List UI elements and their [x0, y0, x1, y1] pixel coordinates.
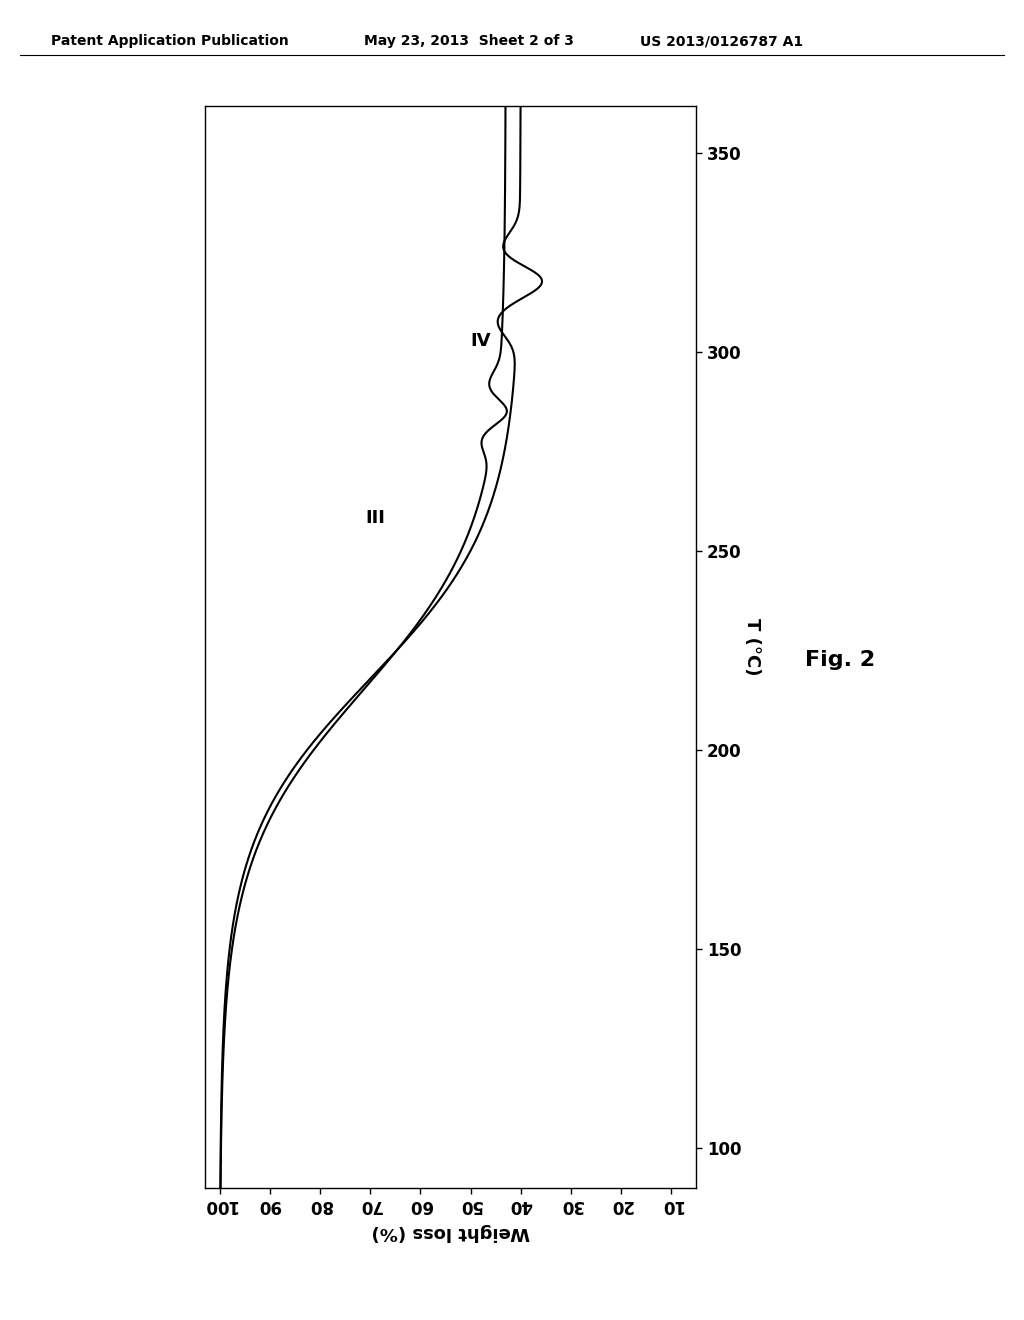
Text: Patent Application Publication: Patent Application Publication [51, 34, 289, 49]
Text: Fig. 2: Fig. 2 [805, 649, 874, 671]
Text: IV: IV [471, 333, 492, 350]
Y-axis label: T (°C): T (°C) [742, 618, 761, 676]
Text: US 2013/0126787 A1: US 2013/0126787 A1 [640, 34, 803, 49]
Text: III: III [366, 510, 385, 528]
X-axis label: Weight loss (%): Weight loss (%) [372, 1222, 529, 1241]
Text: May 23, 2013  Sheet 2 of 3: May 23, 2013 Sheet 2 of 3 [364, 34, 573, 49]
